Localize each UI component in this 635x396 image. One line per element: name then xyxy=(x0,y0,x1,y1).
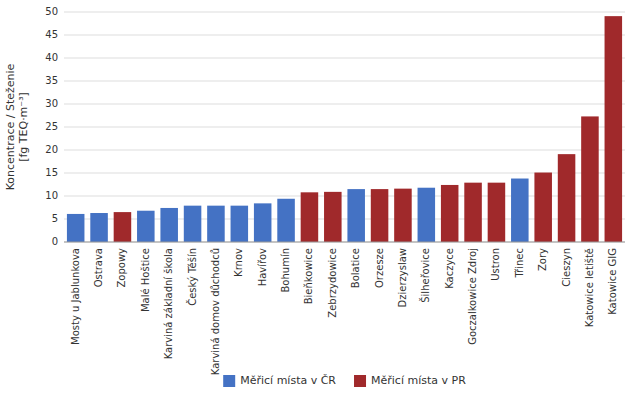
x-tick-label: Bieňkowice xyxy=(303,248,314,304)
bar xyxy=(67,214,85,242)
grid-line xyxy=(64,150,625,151)
grid-line xyxy=(64,127,625,128)
bar xyxy=(534,173,552,242)
legend-swatch xyxy=(354,375,366,387)
x-tick-label: Bolatice xyxy=(350,248,361,288)
grid-line xyxy=(64,242,625,243)
bar xyxy=(464,183,482,242)
x-tick-label: Šilheřovice xyxy=(419,248,431,303)
bar xyxy=(114,212,132,242)
y-tick-label: 40 xyxy=(45,52,58,63)
legend-label: Měřicí místa v ČR xyxy=(240,374,336,387)
x-tick-label: Goczalkowice Zdroj xyxy=(467,248,478,345)
x-tick-labels: Mosty u Jablunkova Ostrava Zopowy Malé Hošt… xyxy=(70,248,619,375)
legend: Měřicí místa v ČR Měřicí místa v PR xyxy=(223,374,466,387)
x-tick-label: Bohumín xyxy=(280,248,291,293)
y-tick-label: 10 xyxy=(45,190,58,201)
bar xyxy=(511,179,529,242)
y-tick-label: 20 xyxy=(45,144,58,155)
x-tick-label: Ostrava xyxy=(93,248,104,287)
bar xyxy=(184,206,202,242)
bar xyxy=(90,213,108,242)
x-tick-label: Zopowy xyxy=(116,248,127,288)
bar xyxy=(418,188,436,242)
y-tick-label: 35 xyxy=(45,75,58,86)
bar xyxy=(558,154,576,242)
grid-line xyxy=(64,35,625,36)
bar xyxy=(137,211,155,242)
bar xyxy=(207,206,225,242)
bar xyxy=(441,185,459,242)
y-tick-label: 0 xyxy=(52,236,58,247)
x-tick-label: Katowice letiště xyxy=(584,248,595,327)
y-tick-label: 45 xyxy=(45,29,58,40)
y-tick-label: 5 xyxy=(52,213,58,224)
x-tick-label: Třinec xyxy=(514,248,525,279)
bars xyxy=(67,16,622,242)
grid-line xyxy=(64,104,625,105)
x-tick-label: Mosty u Jablunkova xyxy=(70,248,81,345)
x-tick-label: Havířov xyxy=(257,248,268,286)
grid-line xyxy=(64,58,625,59)
bar xyxy=(605,16,623,242)
x-tick-label: Český Těšín xyxy=(186,248,198,306)
bar xyxy=(394,189,412,242)
x-axis-line xyxy=(64,242,625,243)
x-tick-label: Karviná domov důchodců xyxy=(210,248,221,375)
bar xyxy=(277,199,295,242)
grid-line xyxy=(64,12,625,13)
grid-line xyxy=(64,81,625,82)
y-axis-label: Koncentrace / Steženie[fg TEQ·m⁻³] xyxy=(4,63,30,190)
bar xyxy=(231,206,249,242)
legend-label: Měřicí místa v PR xyxy=(371,374,466,387)
x-tick-label: Krnov xyxy=(233,248,244,277)
x-tick-label: Ustron xyxy=(490,248,501,281)
x-tick-label: Cieszyn xyxy=(561,248,572,287)
bar xyxy=(347,189,365,242)
x-tick-label: Dzierzyslaw xyxy=(397,248,408,307)
x-tick-label: Malé Hoštice xyxy=(140,248,151,312)
chart: 0 5 10 15 20 25 30 35 40 45 50 Mosty u Jablunkova Os… xyxy=(0,0,635,396)
x-tick-label: Kaczyce xyxy=(444,248,455,289)
x-tick-label: Orzesze xyxy=(374,248,385,288)
x-tick-label: Karviná základní škola xyxy=(163,248,174,359)
y-tick-label: 30 xyxy=(45,98,58,109)
bar xyxy=(254,203,272,242)
y-axis-label-line: [fg TEQ·m⁻³] xyxy=(17,92,30,162)
bar xyxy=(160,208,178,242)
y-tick-label: 25 xyxy=(45,121,58,132)
x-tick-label: Zory xyxy=(537,248,548,271)
legend-swatch xyxy=(223,375,235,387)
y-grid xyxy=(64,12,625,242)
x-tick-label: Katowice GIG xyxy=(607,248,618,315)
bar xyxy=(301,192,319,242)
y-axis-label-line: Koncentrace / Steženie xyxy=(4,63,17,190)
y-tick-label: 50 xyxy=(45,6,58,17)
y-ticks: 0 5 10 15 20 25 30 35 40 45 50 xyxy=(45,6,58,247)
y-tick-label: 15 xyxy=(45,167,58,178)
bar xyxy=(488,183,506,242)
bar xyxy=(371,189,389,242)
x-tick-label: Zebrzydowice xyxy=(327,248,338,318)
bar xyxy=(581,116,599,242)
bar xyxy=(324,192,342,242)
